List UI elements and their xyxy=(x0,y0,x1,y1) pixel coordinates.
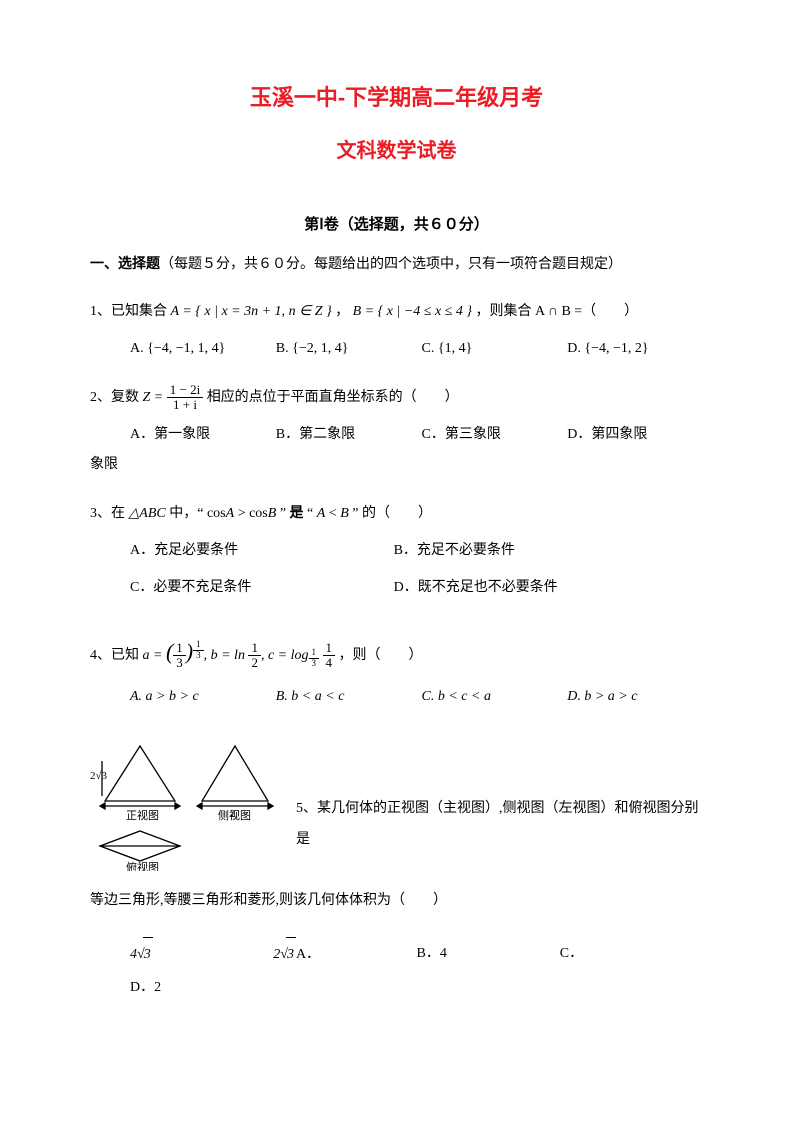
q5-figure-block: 2√3 正视图 2 侧视图 俯视图 5、某几何体的正视图（主视图）,侧视图（左视… xyxy=(90,731,703,876)
q5-stem-part1: 5、某几何体的正视图（主视图）,侧视图（左视图）和俯视图分别是 xyxy=(296,794,703,856)
q1-comma: ， xyxy=(335,304,349,319)
instruction-label: 一、选择题 xyxy=(90,257,160,272)
exam-title: 玉溪一中-下学期高二年级月考 xyxy=(90,80,703,112)
section-instructions: 一、选择题（每题５分，共６０分。每题给出的四个选项中，只有一项符合题目规定） xyxy=(90,252,703,277)
q1-opt-b: B. {−2, 1, 4} xyxy=(276,334,412,365)
exam-subtitle: 文科数学试卷 xyxy=(90,134,703,163)
q4-expr: a = (13)13, b = ln 12, c = log13 14 xyxy=(143,648,339,663)
q2-z: Z = xyxy=(143,390,164,405)
q2-opt-d: D．第四象限 xyxy=(567,420,703,451)
q1-opt-d: D. {−4, −1, 2} xyxy=(567,334,703,365)
q2-opt-c: C．第三象限 xyxy=(422,420,558,451)
q4-opt-b: B. b < a < c xyxy=(276,682,412,713)
q2-prefix: 2、复数 xyxy=(90,390,143,405)
q4-opt-d: D. b > a > c xyxy=(567,682,703,713)
q4-opt-a: A. a > b > c xyxy=(130,682,266,713)
instruction-text: （每题５分，共６０分。每题给出的四个选项中，只有一项符合题目规定） xyxy=(160,257,622,272)
q5-opt-b: B．4 xyxy=(417,937,560,972)
svg-text:俯视图: 俯视图 xyxy=(126,860,159,871)
q2-stem: 2、复数 Z = 1 − 2i 1 + i 相应的点位于平面直角坐标系的（ ） xyxy=(90,383,703,414)
q1-suffix: ，则集合 A ∩ B =（ ） xyxy=(476,304,639,319)
svg-text:侧视图: 侧视图 xyxy=(218,808,251,822)
question-1: 1、已知集合 A = { x | x = 3n + 1, n ∈ Z } ， B… xyxy=(90,297,703,365)
q3-options: A．充足必要条件 B．充足不必要条件 C．必要不充足条件 D．既不充足也不必要条… xyxy=(90,536,703,610)
q5-opt-a-label: A． xyxy=(296,947,320,962)
q5-stem-part2: 等边三角形,等腰三角形和菱形,则该几何体体积为（ ） xyxy=(90,886,703,917)
q1-set-b: B = { x | −4 ≤ x ≤ 4 } xyxy=(353,304,472,319)
q2-numerator: 1 − 2i xyxy=(167,383,203,398)
q5-opt-d: D．2 xyxy=(130,971,703,1005)
q3-opt-a: A．充足必要条件 xyxy=(130,536,394,567)
q1-stem: 1、已知集合 A = { x | x = 3n + 1, n ∈ Z } ， B… xyxy=(90,297,703,328)
q2-denominator: 1 + i xyxy=(167,398,203,412)
q1-opt-a: A. {−4, −1, 1, 4} xyxy=(130,334,266,365)
question-4: 4、已知 a = (13)13, b = ln 12, c = log13 14… xyxy=(90,628,703,713)
q3-opt-b: B．充足不必要条件 xyxy=(394,536,658,567)
q4-options: A. a > b > c B. b < a < c C. b < c < a D… xyxy=(90,682,703,713)
q1-prefix: 1、已知集合 xyxy=(90,304,171,319)
q2-suffix: 相应的点位于平面直角坐标系的（ ） xyxy=(207,390,459,405)
q2-options: A．第一象限 B．第二象限 C．第三象限 D．第四象限 xyxy=(90,420,703,451)
q5-opt-c: C． xyxy=(560,937,703,972)
question-3: 3、在 △ABC 中，“ cosA > cosB ” 是 “ A < B ” 的… xyxy=(90,499,703,609)
question-2: 2、复数 Z = 1 − 2i 1 + i 相应的点位于平面直角坐标系的（ ） … xyxy=(90,383,703,481)
q1-set-a: A = { x | x = 3n + 1, n ∈ Z } xyxy=(171,304,332,319)
q3-opt-c: C．必要不充足条件 xyxy=(130,573,394,604)
q4-suffix: ，则（ ） xyxy=(339,648,423,663)
q4-prefix: 4、已知 xyxy=(90,648,143,663)
q1-opt-c: C. {1, 4} xyxy=(422,334,558,365)
q2-extra-line: 象限 xyxy=(90,450,703,481)
q2-opt-a: A．第一象限 xyxy=(130,420,266,451)
three-views-diagram: 2√3 正视图 2 侧视图 俯视图 xyxy=(90,731,290,871)
q4-stem: 4、已知 a = (13)13, b = ln 12, c = log13 14… xyxy=(90,628,703,676)
q2-fraction: 1 − 2i 1 + i xyxy=(167,383,203,413)
q2-opt-b: B．第二象限 xyxy=(276,420,412,451)
q5-figures: 2√3 正视图 2 侧视图 俯视图 xyxy=(90,731,290,876)
q3-opt-d: D．既不充足也不必要条件 xyxy=(394,573,658,604)
section-title: 第Ⅰ卷（选择题，共６０分） xyxy=(90,213,703,234)
q4-opt-c: C. b < c < a xyxy=(422,682,558,713)
svg-text:2√3: 2√3 xyxy=(90,770,108,782)
q3-stem: 3、在 △ABC 中，“ cosA > cosB ” 是 “ A < B ” 的… xyxy=(90,499,703,530)
q1-options: A. {−4, −1, 1, 4} B. {−2, 1, 4} C. {1, 4… xyxy=(90,334,703,365)
q5-stem-inline: 5、某几何体的正视图（主视图）,侧视图（左视图）和俯视图分别是 xyxy=(296,801,699,847)
q5-options: 4√3 2√3A． B．4 C． D．2 xyxy=(90,937,703,1005)
q5-val-1: 4√3 xyxy=(130,937,273,972)
q5-val-2: 2√3A． xyxy=(273,937,416,972)
svg-text:正视图: 正视图 xyxy=(126,808,159,822)
